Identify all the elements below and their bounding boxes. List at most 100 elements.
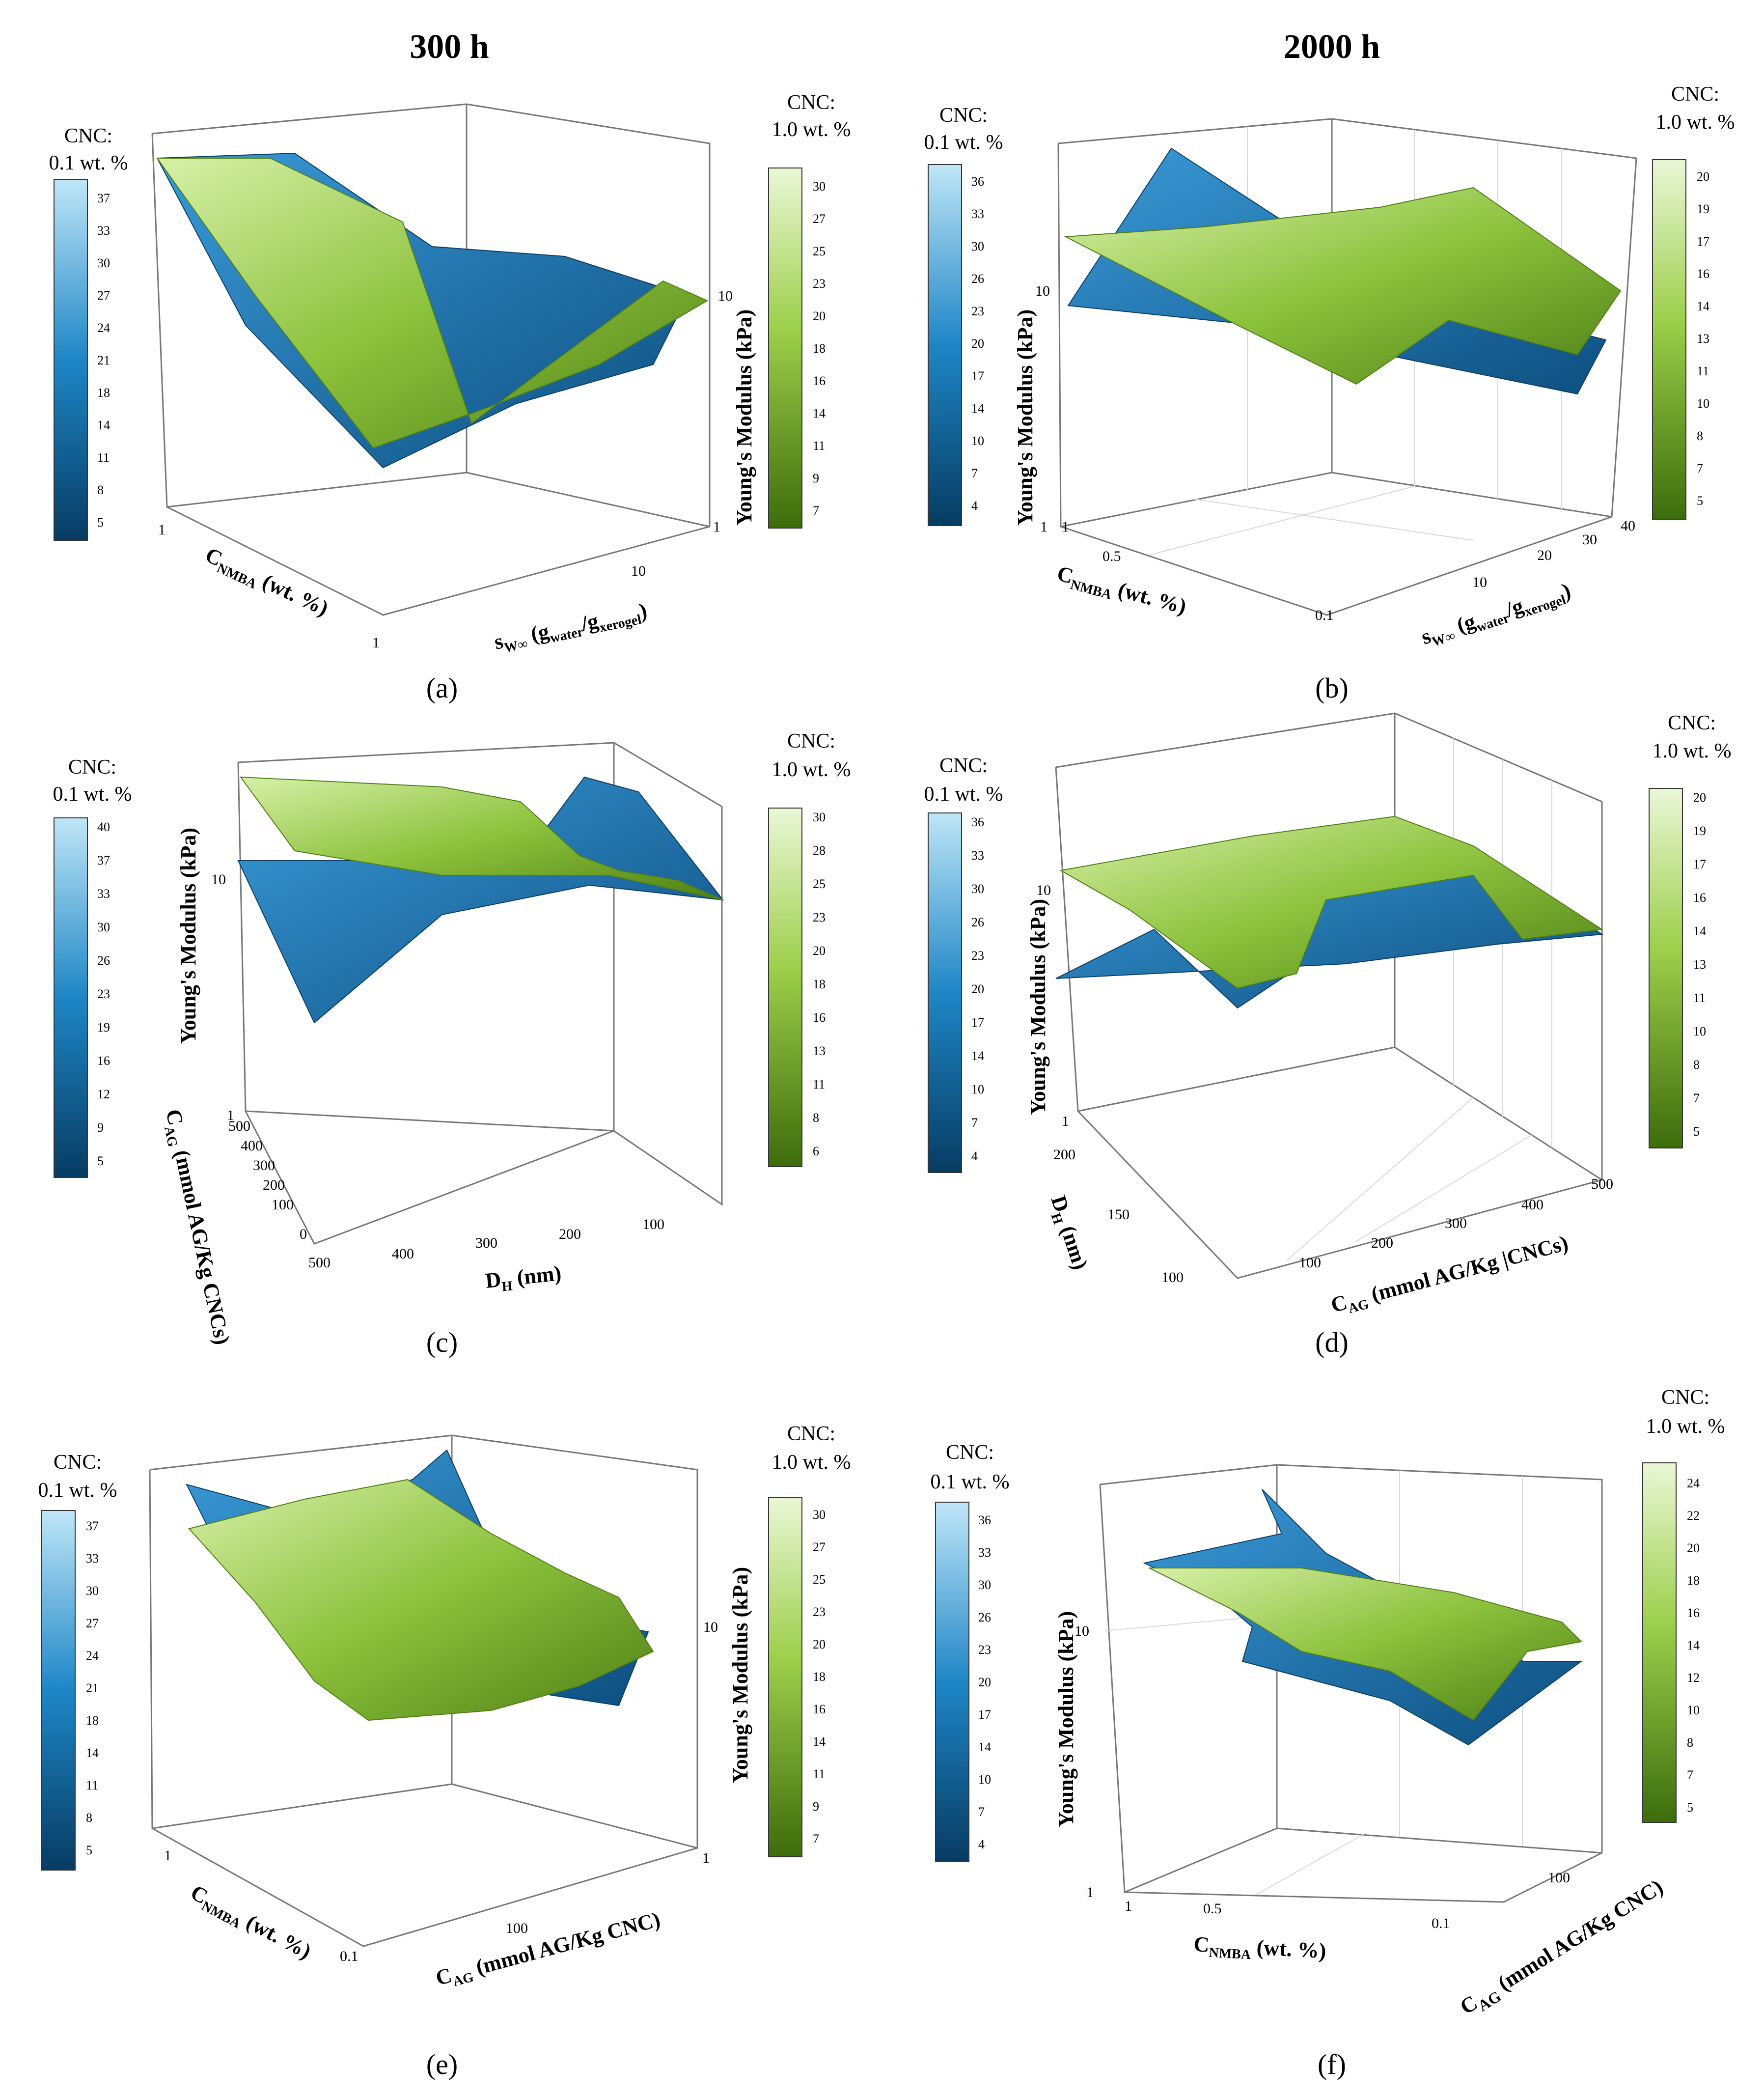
panel-c-cb-green-bar — [768, 808, 802, 1167]
panel-a-colorbar-green: CNC: 1.0 wt. % 30 27 25 23 20 18 16 14 1… — [768, 91, 851, 529]
panel-e-cb-green-bar — [768, 1497, 802, 1857]
panel-a-cb-blue-tick: 33 — [97, 224, 110, 238]
panel-a-x-label-sub: W∞ — [503, 636, 529, 656]
panel-c-cb-blue-tick: 9 — [97, 1120, 104, 1135]
panel-b-cb-green-tick: 16 — [1697, 267, 1709, 281]
panel-e-colorbar-blue: CNC: 0.1 wt. % 37 33 30 27 24 21 18 14 1… — [38, 1451, 117, 1871]
panel-d-x-tick: 500 — [1591, 1176, 1613, 1192]
panel-d-y-tick: 200 — [1053, 1147, 1075, 1163]
panel-e-z-axis-label: Young's Modulus (kPa) — [728, 1567, 752, 1783]
panel-a-cb-green-bar — [768, 168, 802, 529]
panel-b-cb-blue-tick: 4 — [971, 499, 978, 513]
panel-a-cb-blue-tick: 8 — [97, 483, 104, 497]
panel-c-cb-green-title-1: CNC: — [787, 730, 835, 753]
panel-c-x-label-sub: H — [501, 1278, 513, 1294]
panel-e-cb-blue-tick: 18 — [86, 1713, 99, 1728]
panel-e-cb-green-title-2: 1.0 wt. % — [772, 1451, 851, 1474]
panel-f-cb-green-title-1: CNC: — [1661, 1386, 1709, 1409]
panel-f-x-tick: 1 — [1125, 1898, 1132, 1914]
panel-e-cb-green-title-1: CNC: — [787, 1423, 835, 1445]
panel-e-label: (e) — [426, 2048, 458, 2080]
panel-d-cb-green-tick: 14 — [1693, 924, 1706, 938]
panel-a-cb-green-tick: 25 — [813, 244, 826, 258]
panel-c-surfaces — [237, 776, 724, 1024]
panel-d-cb-green-tick: 20 — [1693, 790, 1706, 805]
panel-b-x-tick: 10 — [1472, 574, 1487, 590]
panel-a-cb-blue-title-1: CNC: — [64, 125, 112, 147]
panel-d-cb-green-tick: 8 — [1693, 1058, 1700, 1072]
panel-a-x-label-sub3: xerogel — [598, 612, 643, 635]
panel-c-z-axis-label: Young's Modulus (kPa) — [176, 828, 200, 1044]
panel-b-cb-green-title-2: 1.0 wt. % — [1656, 111, 1735, 134]
panel-d-cb-blue-tick: 20 — [971, 982, 984, 996]
panel-e-cb-blue-tick: 30 — [86, 1584, 99, 1598]
panel-a-cb-green-tick: 7 — [813, 504, 819, 518]
panel-e-cb-blue-title-2: 0.1 wt. % — [38, 1479, 117, 1502]
panel-a-cb-blue-bar — [54, 179, 88, 541]
panel-f-cb-green-tick: 14 — [1687, 1638, 1700, 1652]
panel-c-cb-blue-tick: 23 — [97, 987, 110, 1001]
panel-a-cb-blue-title-2: 0.1 wt. % — [49, 152, 128, 174]
panel-c-y-label-rest: (mmol AG/Kg CNCs) — [169, 1143, 235, 1346]
panel-f-x-tick: 0.1 — [1432, 1915, 1450, 1931]
panel-e-y-tick: 0.1 — [340, 1948, 358, 1964]
column-title-300h: 300 h — [410, 28, 489, 66]
panel-a-cb-green-tick: 9 — [813, 471, 819, 485]
panel-c-y-tick: 500 — [228, 1118, 250, 1134]
panel-e-x-tick: 100 — [506, 1920, 528, 1936]
panel-f-y-tick: 100 — [1548, 1870, 1570, 1886]
panel-d-colorbar-blue: CNC: 0.1 wt. % 36 33 30 26 23 20 17 14 1… — [924, 755, 1003, 1173]
panel-e-cb-green-tick: 11 — [813, 1767, 825, 1781]
panel-b-cb-green-tick: 17 — [1697, 234, 1709, 249]
panel-b-cb-green-tick: 7 — [1697, 461, 1703, 476]
panel-c-cb-green-tick: 11 — [813, 1077, 825, 1091]
panel-c-x-axis-label: DH (nm) — [484, 1261, 563, 1296]
panel-b-cb-blue-tick: 26 — [971, 272, 984, 286]
panel-d-cb-blue-tick: 36 — [971, 815, 984, 829]
panel-f-cb-blue-tick: 20 — [978, 1675, 991, 1689]
panel-b-cb-blue-tick: 14 — [971, 401, 984, 416]
panel-c-cb-green-tick: 18 — [813, 977, 826, 991]
panel-d-z-tick: 1 — [1062, 1113, 1069, 1129]
panel-f-cb-blue-tick: 7 — [978, 1805, 985, 1819]
panel-c-x-tick: 200 — [559, 1226, 581, 1242]
panel-d-cb-green-tick: 19 — [1693, 824, 1706, 838]
panel-b-cb-blue-tick: 20 — [971, 336, 984, 351]
panel-e-cb-green-tick: 20 — [813, 1637, 826, 1651]
panel-e-cb-green-tick: 25 — [813, 1572, 826, 1587]
panel-d-cb-blue-tick: 4 — [971, 1149, 978, 1163]
panel-f-cb-blue-tick: 17 — [978, 1707, 991, 1722]
panel-b-colorbar-green: CNC: 1.0 wt. % 20 19 17 16 14 13 11 10 8… — [1652, 83, 1735, 520]
panel-b-x-tick: 20 — [1537, 547, 1552, 563]
panel-a-cb-blue-tick: 24 — [97, 321, 110, 335]
panel-b-cb-green-tick: 14 — [1697, 299, 1709, 313]
panel-d-cb-blue-tick: 30 — [971, 882, 984, 896]
panel-a-cb-green-tick: 23 — [813, 277, 826, 291]
panel-f-cb-blue-tick: 4 — [978, 1837, 985, 1851]
panel-e-x-label-rest: (mmol AG/Kg CNC) — [468, 1907, 662, 1981]
panel-f-colorbar-green: CNC: 1.0 wt. % 24 22 20 18 16 14 12 10 8… — [1642, 1386, 1725, 1823]
panel-d-cb-green-title-2: 1.0 wt. % — [1653, 740, 1732, 762]
panel-b-x-label-sub3: xerogel — [1523, 592, 1568, 619]
panel-c-x-tick: 400 — [392, 1246, 414, 1262]
panel-f-cb-blue-title-1: CNC: — [946, 1441, 994, 1464]
panel-f-cb-blue-tick: 30 — [978, 1578, 991, 1592]
panel-d-surfaces — [1055, 815, 1603, 1009]
panel-c-x-tick: 300 — [475, 1235, 497, 1251]
panel-b-cb-blue-tick: 10 — [971, 434, 984, 448]
panel-a-cb-green-tick: 11 — [813, 439, 825, 453]
panel-f-surfaces — [1142, 1489, 1583, 1746]
panel-b-surfaces — [1064, 147, 1622, 395]
panel-d-x-label-rest: (mmol AG/Kg |CNCs) — [1363, 1231, 1571, 1308]
panel-b-cb-blue-tick: 30 — [971, 239, 984, 253]
panel-a-cb-blue-tick: 18 — [97, 386, 110, 400]
panel-f-cb-blue-title-2: 0.1 wt. % — [931, 1471, 1010, 1493]
panel-d-cb-blue-bar — [928, 812, 962, 1173]
panel-f-label: (f) — [1318, 2048, 1346, 2080]
panel-f-z-tick: 10 — [1075, 1623, 1089, 1639]
panel-d-cb-blue-title-1: CNC: — [939, 755, 988, 777]
panel-b-label: (b) — [1315, 672, 1349, 704]
panel-b-y-label-sub: NMBA — [1069, 577, 1113, 603]
panel-a-cb-blue-tick: 21 — [97, 353, 110, 367]
panel-e-cb-blue-tick: 14 — [86, 1746, 99, 1760]
